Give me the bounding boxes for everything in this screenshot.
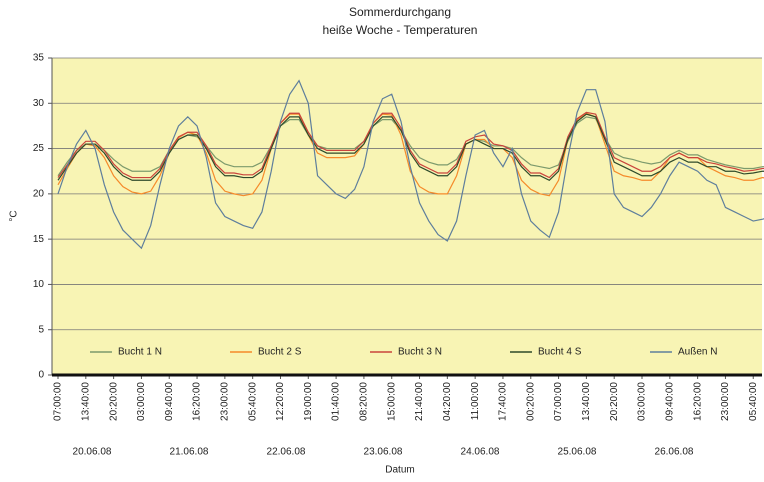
y-tick-label: 15 [33,234,45,245]
plot-area [52,58,762,375]
x-tick-label: 04:20:00 [442,382,453,421]
x-tick-label: 08:20:00 [359,382,370,421]
x-tick-label: 03:00:00 [637,382,648,421]
series-line [57,111,764,179]
x-tick-label: 15:00:00 [386,382,397,421]
x-tick-label: 17:40:00 [498,382,509,421]
x-tick-label: 13:40:00 [80,382,91,421]
x-tick-label: 13:40:00 [581,382,592,421]
x-tick-label: 23:00:00 [220,382,231,421]
x-tick-label: 03:00:00 [136,382,147,421]
x-tick-label: 09:40:00 [664,382,675,421]
series-line [57,112,764,197]
y-tick-label: 25 [33,143,45,154]
date-label: 21.06.08 [170,447,209,458]
x-tick-label: 09:40:00 [164,382,175,421]
date-label: 20.06.08 [73,447,112,458]
date-label: 24.06.08 [461,447,500,458]
x-tick-label: 21:40:00 [414,382,425,421]
date-label: 22.06.08 [267,447,306,458]
y-tick-label: 10 [33,279,45,290]
x-tick-label: 23:00:00 [720,382,731,421]
x-tick-label: 07:00:00 [553,382,564,421]
x-tick-label: 16:20:00 [692,382,703,421]
y-axis-title: °C [9,210,20,221]
x-tick-label: 05:40:00 [247,382,258,421]
x-axis-title: Datum [385,465,414,476]
y-tick-label: 20 [33,188,45,199]
y-tick-label: 30 [33,98,45,109]
legend-label: Bucht 3 N [398,347,442,358]
date-label: 26.06.08 [655,447,694,458]
x-tick-label: 12:20:00 [275,382,286,421]
x-tick-label: 05:40:00 [748,382,759,421]
chart-subtitle: heiße Woche - Temperaturen [323,23,478,37]
legend-label: Bucht 4 S [538,347,582,358]
y-tick-label: 5 [38,324,44,335]
series-line [57,79,764,250]
y-tick-label: 0 [38,370,44,381]
x-tick-label: 01:40:00 [331,382,342,421]
legend-label: Außen N [678,347,717,358]
legend-label: Bucht 2 S [258,347,302,358]
x-tick-label: 20:20:00 [108,382,119,421]
x-tick-label: 07:00:00 [53,382,64,421]
x-tick-label: 00:20:00 [525,382,536,421]
x-tick-label: 20:20:00 [609,382,620,421]
y-tick-label: 35 [33,53,45,64]
legend-label: Bucht 1 N [118,347,162,358]
x-tick-label: 16:20:00 [192,382,203,421]
chart-title: Sommerdurchgang [349,5,451,19]
x-tick-label: 11:00:00 [470,382,481,421]
series-line [57,113,764,181]
x-tick-label: 19:00:00 [303,382,314,421]
date-label: 23.06.08 [364,447,403,458]
date-label: 25.06.08 [558,447,597,458]
